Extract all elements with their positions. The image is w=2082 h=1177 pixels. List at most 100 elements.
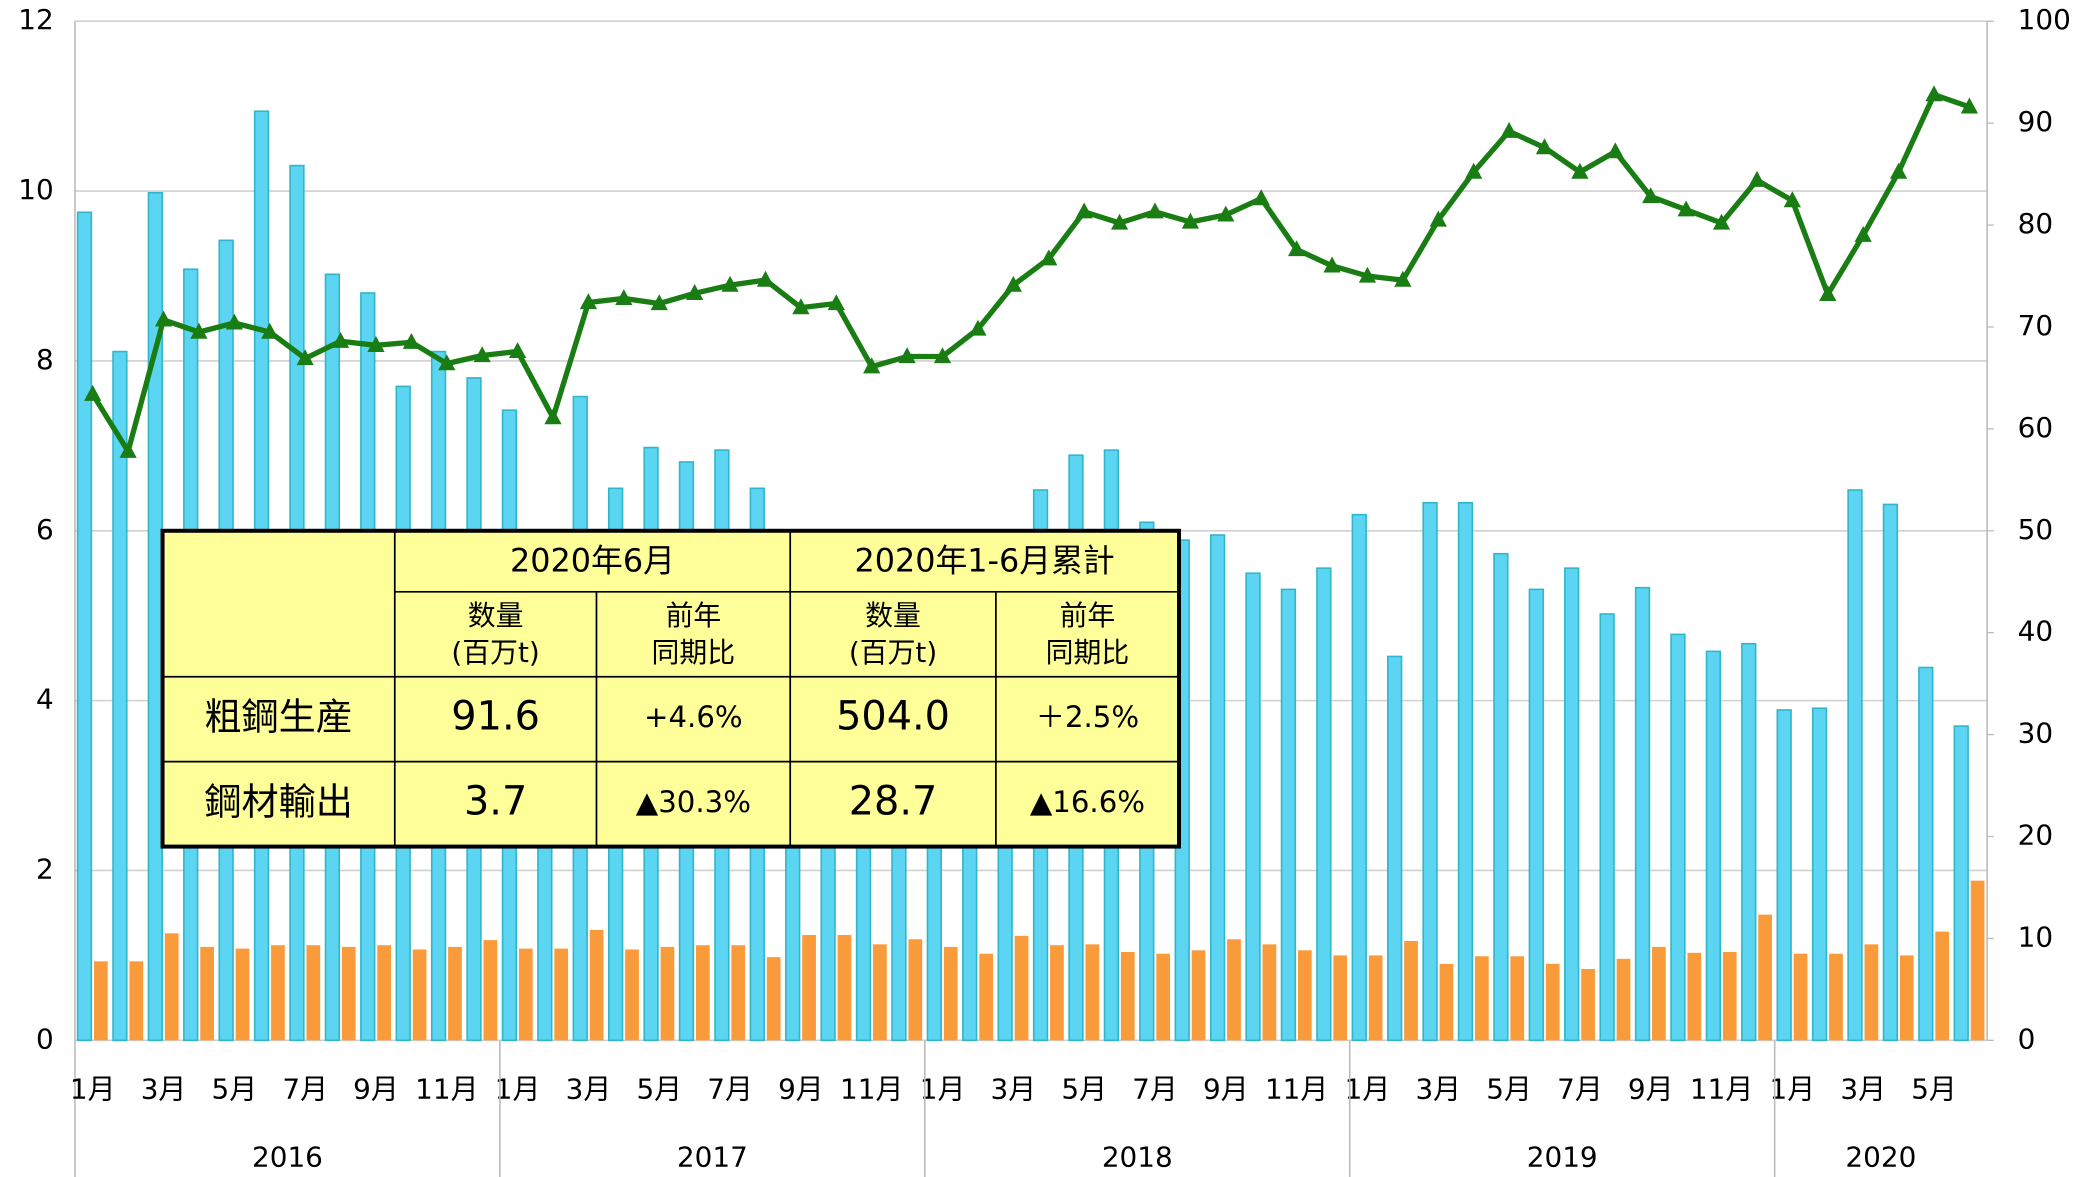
table-cell: 数量 — [865, 599, 921, 632]
bar — [1245, 572, 1261, 1042]
table-cell: 504.0 — [836, 694, 950, 740]
bar — [1014, 935, 1029, 1041]
x-tick-label: 11月 — [840, 1073, 903, 1106]
x-tick-label: 3月 — [1840, 1073, 1886, 1106]
bar — [873, 944, 887, 1041]
y2-tick-label: 80 — [2018, 207, 2053, 240]
bar — [731, 945, 746, 1041]
line-marker — [1500, 122, 1518, 138]
line-marker — [1606, 142, 1624, 159]
y2-tick-label: 60 — [2018, 411, 2053, 444]
bar — [660, 946, 675, 1041]
bar — [1422, 501, 1438, 1042]
bar — [625, 949, 639, 1041]
y2-tick-label: 30 — [2018, 717, 2053, 750]
bar — [943, 946, 958, 1041]
line-marker — [1925, 85, 1943, 102]
x-tick-label: 3月 — [566, 1073, 612, 1106]
y-tick-label: 10 — [18, 173, 53, 206]
bar — [1316, 567, 1332, 1042]
year-label: 2019 — [1527, 1140, 1598, 1173]
line-marker — [756, 270, 775, 287]
table-cell: ▲16.6% — [1030, 785, 1145, 819]
x-tick-label: 9月 — [778, 1073, 824, 1106]
bar — [1847, 489, 1863, 1042]
axes: 0 2 4 6 8 10 12 0 10 20 30 40 50 60 70 80 90 100 1月 3月 5月 7月 9… — [18, 3, 2071, 1177]
line-marker — [1889, 162, 1908, 179]
line-marker — [898, 347, 916, 364]
x-tick-label: 11月 — [1690, 1073, 1753, 1106]
bar — [908, 939, 923, 1041]
bar — [1918, 666, 1934, 1042]
bar — [1634, 586, 1651, 1042]
year-label: 2020 — [1845, 1140, 1916, 1173]
bar — [1297, 950, 1312, 1041]
bar — [1457, 501, 1474, 1042]
table-cell: (百万t) — [849, 636, 937, 669]
bar — [94, 961, 108, 1041]
bar — [802, 935, 816, 1041]
x-tick-label: 7月 — [707, 1073, 753, 1106]
x-tick-label: 5月 — [1911, 1073, 1957, 1106]
bar — [1581, 968, 1595, 1041]
line-marker — [827, 294, 845, 311]
x-tick-label: 1月 — [495, 1073, 541, 1106]
bar — [1811, 707, 1828, 1042]
y2-tick-label: 0 — [2018, 1022, 2036, 1055]
y2-tick-label: 10 — [2018, 920, 2053, 953]
bar — [341, 946, 356, 1041]
line-marker — [1181, 212, 1200, 229]
line-marker — [1323, 256, 1341, 273]
table-cell: 数量 — [468, 599, 524, 632]
bar — [1368, 955, 1383, 1041]
table-cell: 粗鋼生産 — [204, 696, 353, 739]
line-marker — [296, 349, 314, 366]
table-cell: 2020年1-6月累計 — [854, 542, 1114, 580]
bar — [979, 953, 993, 1041]
y-tick-label: 4 — [36, 683, 54, 716]
x-tick-label: 1月 — [1770, 1073, 1816, 1106]
bar — [377, 945, 392, 1041]
bar — [1776, 709, 1792, 1042]
bar — [1545, 963, 1560, 1041]
line-marker — [1287, 240, 1306, 257]
bar — [695, 945, 710, 1041]
bar — [1120, 952, 1135, 1041]
line-marker — [1075, 202, 1093, 219]
bar — [306, 945, 321, 1041]
bar — [1510, 956, 1525, 1041]
line-marker — [1783, 191, 1801, 208]
table-cell: 同期比 — [652, 636, 736, 669]
year-label: 2017 — [677, 1140, 748, 1173]
table-cell: 同期比 — [1046, 636, 1130, 669]
bar — [200, 946, 214, 1041]
line-marker — [508, 342, 527, 359]
bar — [1227, 939, 1241, 1041]
table-cell: 前年 — [1060, 599, 1116, 632]
line-marker — [579, 293, 598, 310]
bar — [1085, 944, 1100, 1041]
bar — [1670, 633, 1686, 1042]
line-marker — [686, 284, 704, 300]
bar — [837, 935, 852, 1041]
x-tick-label: 3月 — [1415, 1073, 1461, 1106]
x-tick-label: 5月 — [212, 1073, 258, 1106]
bar — [1404, 940, 1418, 1041]
line-marker — [261, 322, 279, 339]
year-label: 2016 — [252, 1140, 323, 1173]
line-marker — [190, 322, 208, 339]
line-marker — [1642, 187, 1660, 204]
bar — [766, 957, 781, 1041]
bar — [1616, 958, 1631, 1041]
x-tick-label: 11月 — [415, 1073, 478, 1106]
line-marker — [1712, 213, 1731, 230]
bar — [1741, 642, 1757, 1042]
line-marker — [1677, 200, 1695, 217]
bar — [1387, 655, 1403, 1042]
x-tick-label: 1月 — [70, 1073, 116, 1106]
bar — [1333, 955, 1348, 1041]
line-marker — [473, 346, 491, 363]
line-marker — [1252, 189, 1270, 206]
